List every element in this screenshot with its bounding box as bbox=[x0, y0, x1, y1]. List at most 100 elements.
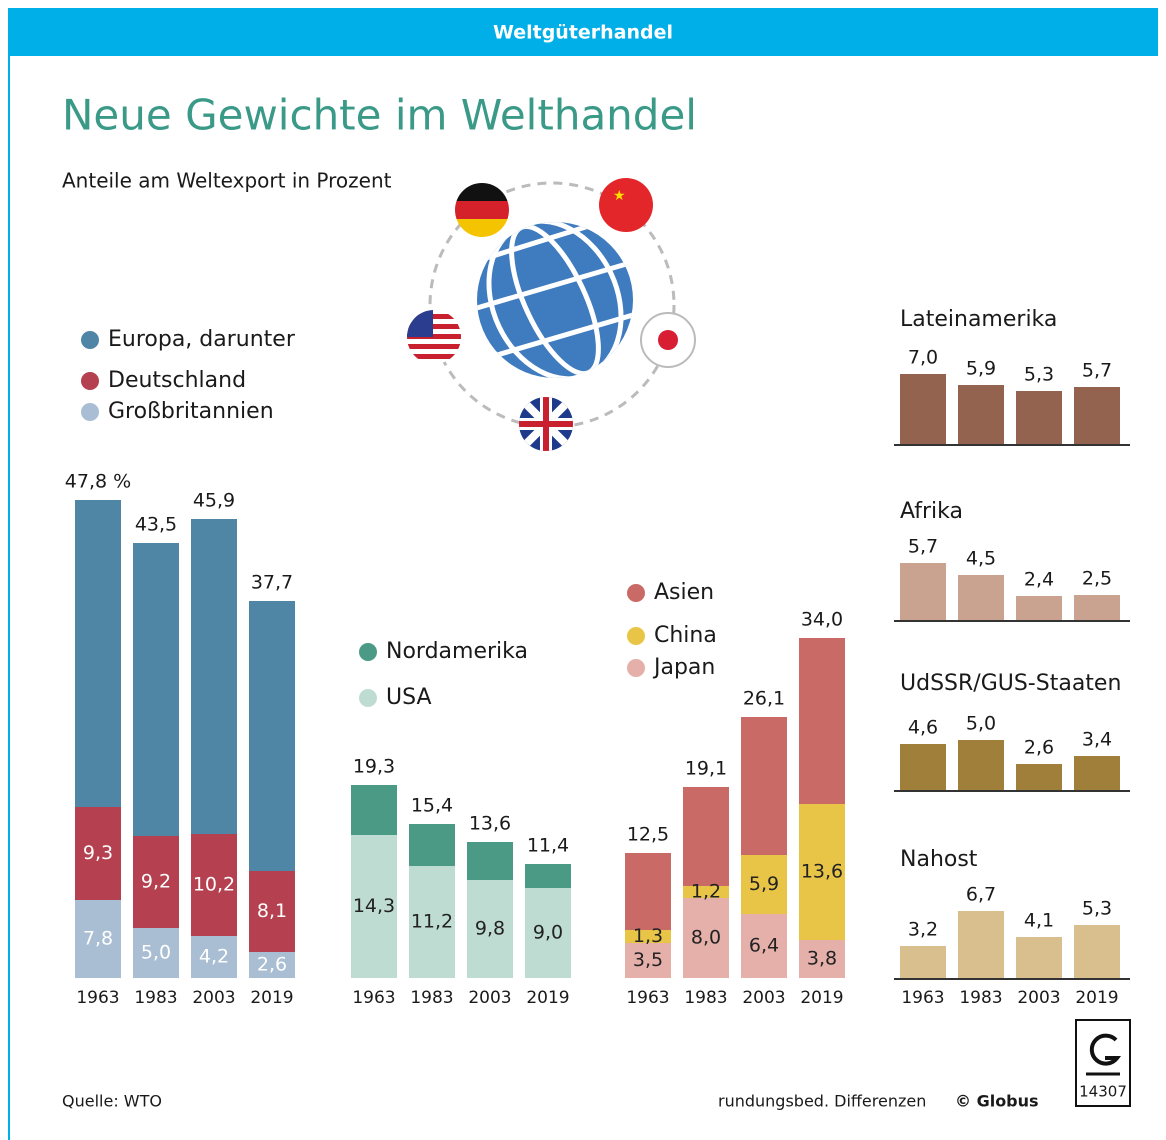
value-label: 9,0 bbox=[533, 922, 563, 944]
value-label: 2,4 bbox=[1024, 569, 1054, 591]
value-label: 34,0 bbox=[801, 609, 843, 631]
value-label: 9,2 bbox=[141, 871, 171, 893]
legend-label: Deutschland bbox=[108, 368, 246, 393]
value-label: 15,4 bbox=[411, 795, 453, 817]
value-label: 4,5 bbox=[966, 548, 996, 570]
bar bbox=[1016, 596, 1062, 620]
value-label: 3,4 bbox=[1082, 729, 1112, 751]
value-label: 5,7 bbox=[1082, 360, 1112, 382]
x-tick-label: 2019 bbox=[250, 988, 293, 1008]
legend-marker bbox=[627, 584, 645, 602]
bar bbox=[958, 740, 1004, 790]
bar bbox=[900, 563, 946, 620]
source: Quelle: WTO bbox=[62, 1092, 162, 1111]
legend-marker bbox=[627, 627, 645, 645]
legend-label: Japan bbox=[652, 655, 715, 680]
x-tick-label: 2019 bbox=[800, 988, 843, 1008]
legend-label: Asien bbox=[654, 580, 714, 605]
value-label: 4,1 bbox=[1024, 910, 1054, 932]
legend-marker bbox=[81, 331, 99, 349]
value-label: 7,8 bbox=[83, 928, 113, 950]
value-label: 2,6 bbox=[257, 954, 287, 976]
value-label: 11,2 bbox=[411, 911, 453, 933]
bar bbox=[900, 946, 946, 978]
legend-label: Großbritannien bbox=[108, 399, 274, 424]
legend-label: Nordamerika bbox=[386, 639, 528, 664]
x-tick-label: 2003 bbox=[192, 988, 235, 1008]
x-tick-label: 2019 bbox=[526, 988, 569, 1008]
value-label: 9,3 bbox=[83, 842, 113, 864]
x-tick-label: 1983 bbox=[134, 988, 177, 1008]
bar bbox=[1016, 391, 1062, 444]
panel-title: UdSSR/GUS-Staaten bbox=[900, 671, 1121, 696]
logo-number: 14307 bbox=[1079, 1083, 1127, 1101]
bar bbox=[958, 385, 1004, 444]
bar bbox=[1074, 925, 1120, 978]
value-label: 2,6 bbox=[1024, 737, 1054, 759]
x-tick-label: 2003 bbox=[742, 988, 785, 1008]
value-label: 11,4 bbox=[527, 835, 569, 857]
legend-marker bbox=[81, 403, 99, 421]
x-tick-label: 1983 bbox=[959, 988, 1002, 1008]
bar bbox=[1016, 937, 1062, 978]
value-label: 19,3 bbox=[353, 756, 395, 778]
value-label: 1,2 bbox=[691, 881, 721, 903]
value-label: 4,2 bbox=[199, 946, 229, 968]
value-label: 5,0 bbox=[966, 713, 996, 735]
value-label: 47,8 % bbox=[65, 471, 131, 493]
value-label: 26,1 bbox=[743, 688, 785, 710]
value-label: 45,9 bbox=[193, 490, 235, 512]
value-label: 14,3 bbox=[353, 895, 395, 917]
value-label: 10,2 bbox=[193, 874, 235, 896]
value-label: 5,3 bbox=[1082, 898, 1112, 920]
value-label: 37,7 bbox=[251, 572, 293, 594]
value-label: 2,5 bbox=[1082, 568, 1112, 590]
x-tick-label: 2019 bbox=[1075, 988, 1118, 1008]
value-label: 4,6 bbox=[908, 717, 938, 739]
infographic: Weltgüterhandel Neue Gewichte im Welthan… bbox=[0, 0, 1166, 1140]
x-tick-label: 1963 bbox=[901, 988, 944, 1008]
bar bbox=[958, 911, 1004, 978]
legend-marker bbox=[81, 372, 99, 390]
legend-marker bbox=[359, 643, 377, 661]
value-label: 9,8 bbox=[475, 918, 505, 940]
legend-label: Europa, darunter bbox=[108, 327, 296, 352]
value-label: 3,2 bbox=[908, 919, 938, 941]
bar bbox=[1074, 756, 1120, 790]
panel-title: Afrika bbox=[900, 499, 963, 524]
value-label: 7,0 bbox=[908, 347, 938, 369]
svg-text:★: ★ bbox=[613, 188, 626, 204]
value-label: 6,4 bbox=[749, 935, 779, 957]
legend-marker bbox=[627, 659, 645, 677]
value-label: 3,5 bbox=[633, 949, 663, 971]
globe-illustration: ★ bbox=[407, 178, 695, 451]
x-tick-label: 1963 bbox=[76, 988, 119, 1008]
x-tick-label: 1983 bbox=[684, 988, 727, 1008]
credit: © Globus bbox=[955, 1092, 1039, 1111]
value-label: 5,0 bbox=[141, 942, 171, 964]
x-tick-label: 1963 bbox=[626, 988, 669, 1008]
value-label: 19,1 bbox=[685, 758, 727, 780]
x-tick-label: 2003 bbox=[1017, 988, 1060, 1008]
bar bbox=[900, 744, 946, 790]
panel-title: Lateinamerika bbox=[900, 307, 1057, 332]
legend-label: China bbox=[654, 623, 717, 648]
value-label: 8,1 bbox=[257, 900, 287, 922]
legend-label: USA bbox=[386, 685, 432, 710]
bar bbox=[958, 575, 1004, 620]
bar bbox=[1074, 595, 1120, 620]
value-label: 5,7 bbox=[908, 536, 938, 558]
bar bbox=[1074, 387, 1120, 444]
x-tick-label: 1983 bbox=[410, 988, 453, 1008]
logo: 14307 bbox=[1076, 1020, 1130, 1106]
value-label: 5,9 bbox=[749, 873, 779, 895]
legend-marker bbox=[359, 689, 377, 707]
x-tick-label: 2003 bbox=[468, 988, 511, 1008]
value-label: 5,3 bbox=[1024, 364, 1054, 386]
note: rundungsbed. Differenzen bbox=[718, 1092, 926, 1111]
value-label: 5,9 bbox=[966, 358, 996, 380]
title: Neue Gewichte im Welthandel bbox=[62, 91, 697, 140]
value-label: 6,7 bbox=[966, 884, 996, 906]
value-label: 3,8 bbox=[807, 948, 837, 970]
value-label: 1,3 bbox=[633, 925, 663, 947]
